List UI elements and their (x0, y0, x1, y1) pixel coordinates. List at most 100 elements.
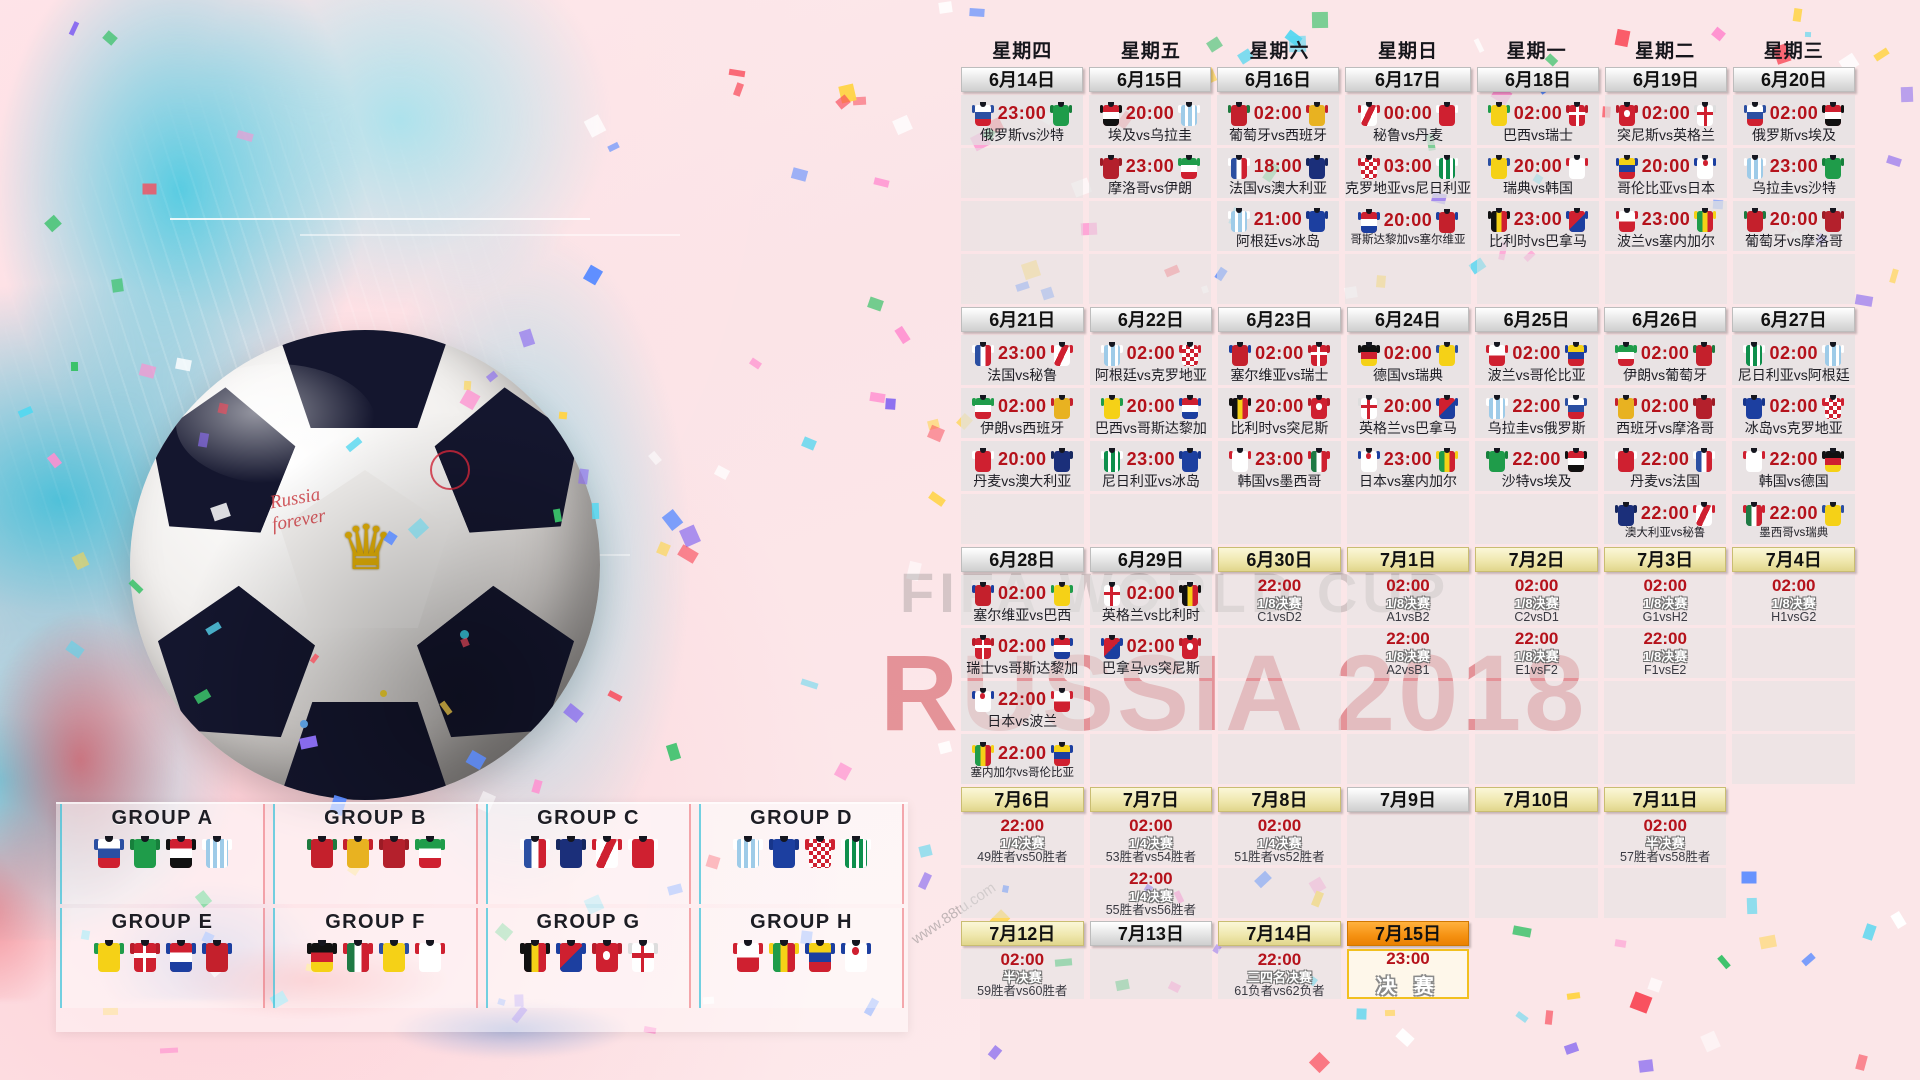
date-header-6月23日[interactable]: 6月23日 (1218, 307, 1341, 332)
date-header-7月11日[interactable]: 7月11日 (1604, 787, 1727, 812)
date-header-6月22日[interactable]: 6月22日 (1090, 307, 1213, 332)
match-card[interactable]: 20:00 巴西vs哥斯达黎加 (1090, 388, 1213, 438)
match-card[interactable]: 02:00 冰岛vs克罗地亚 (1732, 388, 1855, 438)
date-header-6月19日[interactable]: 6月19日 (1605, 67, 1727, 92)
date-header-6月30日[interactable]: 6月30日 (1218, 547, 1341, 572)
group-card-group-a[interactable]: GROUP A (60, 804, 265, 904)
knockout-match-card[interactable]: 22:00 1/8决赛 F1vsE2 (1604, 628, 1727, 678)
knockout-match-card[interactable]: 22:00 1/4决赛 55胜者vs56胜者 (1090, 868, 1213, 918)
knockout-match-card[interactable]: 02:00 1/4决赛 53胜者vs54胜者 (1090, 815, 1213, 865)
knockout-match-card[interactable]: 02:00 半决赛 57胜者vs58胜者 (1604, 815, 1727, 865)
match-card[interactable]: 22:00 韩国vs德国 (1732, 441, 1855, 491)
date-header-7月9日[interactable]: 7月9日 (1347, 787, 1470, 812)
date-header-6月26日[interactable]: 6月26日 (1604, 307, 1727, 332)
group-card-group-g[interactable]: GROUP G (486, 908, 691, 1008)
group-card-group-c[interactable]: GROUP C (486, 804, 691, 904)
match-card[interactable]: 23:00 摩洛哥vs伊朗 (1089, 148, 1211, 198)
knockout-match-card[interactable]: 22:00 1/8决赛 E1vsF2 (1475, 628, 1598, 678)
knockout-match-card[interactable]: 22:00 三四名决赛 61负者vs62负者 (1218, 949, 1341, 999)
date-header-6月25日[interactable]: 6月25日 (1475, 307, 1598, 332)
match-card[interactable]: 23:00 比利时vs巴拿马 (1477, 201, 1599, 251)
match-card[interactable]: 02:00 英格兰vs比利时 (1090, 575, 1213, 625)
match-card[interactable]: 20:00 比利时vs突尼斯 (1218, 388, 1341, 438)
date-header-6月16日[interactable]: 6月16日 (1217, 67, 1339, 92)
knockout-match-card[interactable]: 02:00 1/4决赛 51胜者vs52胜者 (1218, 815, 1341, 865)
match-card[interactable]: 20:00 丹麦vs澳大利亚 (961, 441, 1084, 491)
match-card[interactable]: 22:00 乌拉圭vs俄罗斯 (1475, 388, 1598, 438)
match-card[interactable]: 20:00 哥伦比亚vs日本 (1605, 148, 1727, 198)
date-header-7月15日[interactable]: 7月15日 (1347, 921, 1470, 946)
knockout-match-card[interactable]: 02:00 1/8决赛 G1vsH2 (1604, 575, 1727, 625)
match-card[interactable]: 21:00 阿根廷vs冰岛 (1217, 201, 1339, 251)
knockout-match-card[interactable]: 22:00 1/4决赛 49胜者vs50胜者 (961, 815, 1084, 865)
match-card[interactable]: 02:00 德国vs瑞典 (1347, 335, 1470, 385)
match-card[interactable]: 02:00 突尼斯vs英格兰 (1605, 95, 1727, 145)
date-header-7月13日[interactable]: 7月13日 (1090, 921, 1213, 946)
match-card[interactable]: 02:00 尼日利亚vs阿根廷 (1732, 335, 1855, 385)
date-header-7月14日[interactable]: 7月14日 (1218, 921, 1341, 946)
match-card[interactable]: 22:00 丹麦vs法国 (1604, 441, 1727, 491)
match-card[interactable]: 20:00 埃及vs乌拉圭 (1089, 95, 1211, 145)
knockout-match-card[interactable]: 22:00 1/8决赛 C1vsD2 (1218, 575, 1341, 625)
match-card[interactable]: 02:00 葡萄牙vs西班牙 (1217, 95, 1339, 145)
date-header-7月3日[interactable]: 7月3日 (1604, 547, 1727, 572)
match-card[interactable]: 22:00 墨西哥vs瑞典 (1732, 494, 1855, 544)
match-card[interactable]: 20:00 瑞典vs韩国 (1477, 148, 1599, 198)
match-card[interactable]: 23:00 尼日利亚vs冰岛 (1090, 441, 1213, 491)
match-card[interactable]: 23:00 日本vs塞内加尔 (1347, 441, 1470, 491)
date-header-7月2日[interactable]: 7月2日 (1475, 547, 1598, 572)
match-card[interactable]: 02:00 巴西vs瑞士 (1477, 95, 1599, 145)
match-card[interactable]: 02:00 俄罗斯vs埃及 (1733, 95, 1855, 145)
date-header-6月21日[interactable]: 6月21日 (961, 307, 1084, 332)
final-match-card[interactable]: 23:00 决 赛 (1347, 949, 1470, 999)
date-header-6月20日[interactable]: 6月20日 (1733, 67, 1855, 92)
date-header-7月6日[interactable]: 7月6日 (961, 787, 1084, 812)
match-card[interactable]: 23:00 乌拉圭vs沙特 (1733, 148, 1855, 198)
date-header-6月17日[interactable]: 6月17日 (1345, 67, 1471, 92)
knockout-match-card[interactable]: 22:00 1/8决赛 A2vsB1 (1347, 628, 1470, 678)
match-card[interactable]: 22:00 塞内加尔vs哥伦比亚 (961, 734, 1084, 784)
match-card[interactable]: 02:00 塞尔维亚vs瑞士 (1218, 335, 1341, 385)
match-card[interactable]: 02:00 巴拿马vs突尼斯 (1090, 628, 1213, 678)
match-card[interactable]: 02:00 瑞士vs哥斯达黎加 (961, 628, 1084, 678)
date-header-6月18日[interactable]: 6月18日 (1477, 67, 1599, 92)
group-card-group-h[interactable]: GROUP H (699, 908, 904, 1008)
knockout-match-card[interactable]: 02:00 1/8决赛 A1vsB2 (1347, 575, 1470, 625)
knockout-match-card[interactable]: 02:00 1/8决赛 H1vsG2 (1732, 575, 1855, 625)
date-header-7月12日[interactable]: 7月12日 (961, 921, 1084, 946)
match-card[interactable]: 02:00 伊朗vs葡萄牙 (1604, 335, 1727, 385)
match-card[interactable]: 22:00 日本vs波兰 (961, 681, 1084, 731)
match-card[interactable]: 00:00 秘鲁vs丹麦 (1345, 95, 1471, 145)
match-card[interactable]: 02:00 阿根廷vs克罗地亚 (1090, 335, 1213, 385)
match-card[interactable]: 18:00 法国vs澳大利亚 (1217, 148, 1339, 198)
date-header-6月15日[interactable]: 6月15日 (1089, 67, 1211, 92)
match-card[interactable]: 02:00 波兰vs哥伦比亚 (1475, 335, 1598, 385)
group-card-group-d[interactable]: GROUP D (699, 804, 904, 904)
date-header-7月7日[interactable]: 7月7日 (1090, 787, 1213, 812)
group-card-group-f[interactable]: GROUP F (273, 908, 478, 1008)
date-header-6月28日[interactable]: 6月28日 (961, 547, 1084, 572)
match-card[interactable]: 23:00 波兰vs塞内加尔 (1605, 201, 1727, 251)
date-header-6月24日[interactable]: 6月24日 (1347, 307, 1470, 332)
group-card-group-b[interactable]: GROUP B (273, 804, 478, 904)
match-card[interactable]: 02:00 西班牙vs摩洛哥 (1604, 388, 1727, 438)
date-header-7月10日[interactable]: 7月10日 (1475, 787, 1598, 812)
group-card-group-e[interactable]: GROUP E (60, 908, 265, 1008)
match-card[interactable]: 23:00 俄罗斯vs沙特 (961, 95, 1083, 145)
match-card[interactable]: 20:00 哥斯达黎加vs塞尔维亚 (1345, 201, 1471, 251)
date-header-7月8日[interactable]: 7月8日 (1218, 787, 1341, 812)
date-header-6月29日[interactable]: 6月29日 (1090, 547, 1213, 572)
knockout-match-card[interactable]: 02:00 1/8决赛 C2vsD1 (1475, 575, 1598, 625)
match-card[interactable]: 20:00 葡萄牙vs摩洛哥 (1733, 201, 1855, 251)
match-card[interactable]: 03:00 克罗地亚vs尼日利亚 (1345, 148, 1471, 198)
match-card[interactable]: 22:00 澳大利亚vs秘鲁 (1604, 494, 1727, 544)
match-card[interactable]: 20:00 英格兰vs巴拿马 (1347, 388, 1470, 438)
date-header-7月1日[interactable]: 7月1日 (1347, 547, 1470, 572)
match-card[interactable]: 23:00 韩国vs墨西哥 (1218, 441, 1341, 491)
date-header-6月14日[interactable]: 6月14日 (961, 67, 1083, 92)
date-header-6月27日[interactable]: 6月27日 (1732, 307, 1855, 332)
date-header-7月4日[interactable]: 7月4日 (1732, 547, 1855, 572)
match-card[interactable]: 02:00 塞尔维亚vs巴西 (961, 575, 1084, 625)
knockout-match-card[interactable]: 02:00 半决赛 59胜者vs60胜者 (961, 949, 1084, 999)
match-card[interactable]: 02:00 伊朗vs西班牙 (961, 388, 1084, 438)
